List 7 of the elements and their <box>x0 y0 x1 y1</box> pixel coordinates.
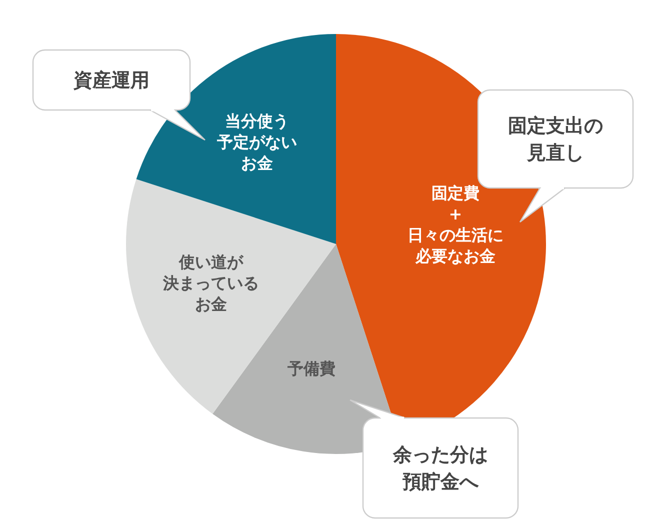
slice-label: 固定費+日々の生活に必要なお金 <box>407 183 504 266</box>
text: 固定支出の見直し <box>508 115 603 164</box>
text: 余った分は預貯金へ <box>392 444 488 494</box>
text: 資産運用 <box>72 70 150 92</box>
slice-label: 当分使う予定がないお金 <box>216 112 297 173</box>
slice-label: 予備費 <box>286 359 336 378</box>
slice-label: 使い道が決まっているお金 <box>162 252 260 314</box>
